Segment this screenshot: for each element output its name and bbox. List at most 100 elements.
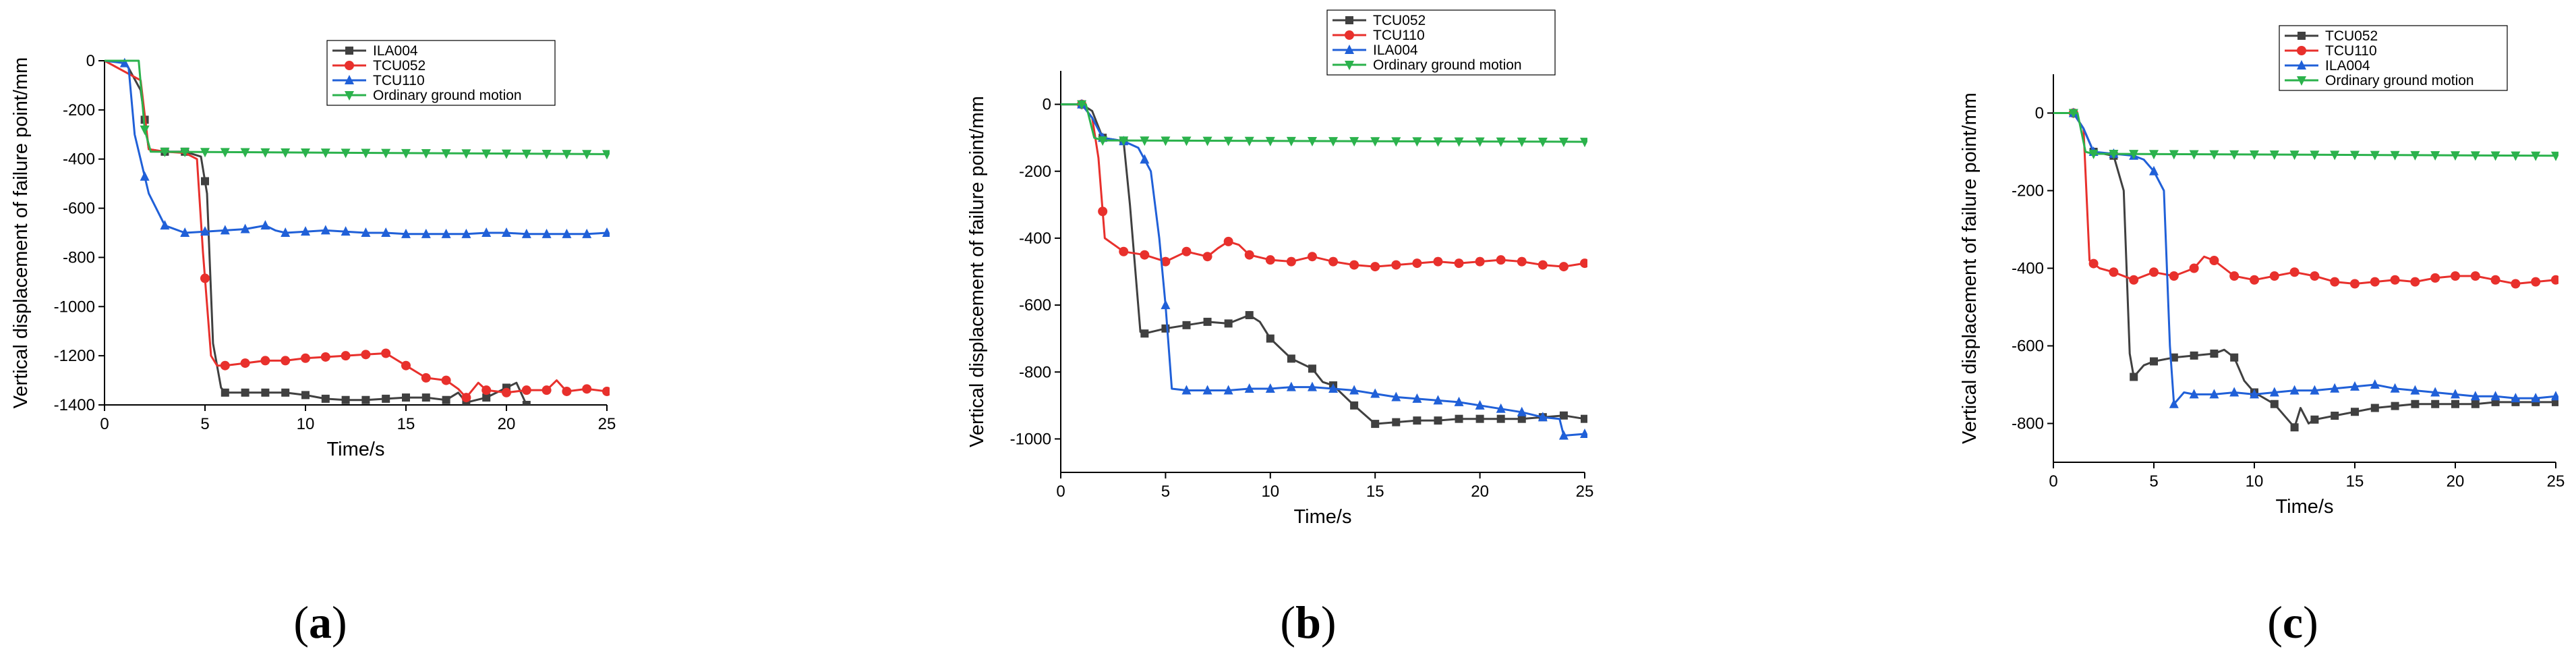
data-point bbox=[1581, 414, 1587, 423]
panel-label-open: ( bbox=[2267, 597, 2283, 648]
y-tick-label: -1000 bbox=[54, 298, 95, 316]
data-point bbox=[2470, 271, 2480, 281]
data-point bbox=[2511, 151, 2521, 161]
legend-entry: ILA004 bbox=[2325, 58, 2370, 74]
panel-label-open: ( bbox=[293, 597, 309, 648]
series-ila004 bbox=[2053, 107, 2558, 408]
data-point bbox=[1475, 256, 1485, 267]
data-point bbox=[1580, 428, 1587, 438]
series-tcu052 bbox=[105, 59, 610, 403]
data-point bbox=[2390, 383, 2400, 393]
series-line bbox=[2053, 112, 2556, 157]
data-point bbox=[1496, 414, 1505, 423]
data-point bbox=[1496, 137, 1506, 147]
data-point bbox=[2511, 279, 2521, 289]
data-point bbox=[2551, 391, 2558, 401]
data-point bbox=[2289, 267, 2300, 277]
data-point bbox=[521, 385, 531, 395]
data-point bbox=[2430, 151, 2440, 161]
data-point bbox=[521, 149, 531, 159]
data-point bbox=[2451, 389, 2460, 399]
data-point bbox=[2511, 393, 2521, 403]
series-ordinary-ground-motion bbox=[105, 59, 610, 160]
data-point bbox=[2269, 150, 2279, 160]
data-point bbox=[1517, 406, 1527, 416]
data-point bbox=[1412, 393, 1422, 403]
data-point bbox=[1223, 236, 1233, 246]
data-point bbox=[1244, 383, 1254, 393]
data-point bbox=[2109, 267, 2119, 277]
x-tick-label: 15 bbox=[397, 415, 415, 433]
series-tcu052 bbox=[2053, 109, 2558, 432]
data-point bbox=[442, 395, 450, 404]
data-point bbox=[441, 228, 451, 238]
data-point bbox=[2210, 350, 2219, 358]
data-point bbox=[1517, 414, 1526, 423]
data-point bbox=[2209, 389, 2219, 399]
data-point bbox=[481, 227, 492, 237]
x-tick-label: 5 bbox=[2149, 472, 2158, 491]
y-tick-label: -800 bbox=[63, 248, 95, 267]
data-point bbox=[1161, 256, 1171, 267]
legend-entry: Ordinary ground motion bbox=[1373, 57, 1522, 73]
data-point bbox=[1475, 414, 1484, 423]
data-point bbox=[1538, 412, 1548, 422]
legend-entry: Ordinary ground motion bbox=[373, 88, 522, 103]
data-point bbox=[200, 226, 210, 236]
data-point bbox=[1202, 136, 1212, 146]
data-point bbox=[1286, 381, 1296, 391]
data-point bbox=[1392, 418, 1401, 427]
data-point bbox=[2430, 273, 2440, 283]
data-point bbox=[2149, 267, 2159, 277]
y-tick-label: -600 bbox=[2012, 337, 2044, 356]
data-point bbox=[1181, 385, 1192, 395]
y-tick-label: -600 bbox=[1019, 296, 1051, 314]
data-point bbox=[301, 226, 310, 236]
data-point bbox=[541, 385, 552, 395]
data-point bbox=[2390, 150, 2400, 161]
data-point bbox=[1077, 100, 1087, 110]
data-point bbox=[2269, 271, 2279, 281]
data-point bbox=[2310, 385, 2320, 395]
x-tick-label: 10 bbox=[2246, 472, 2264, 491]
series-tcu110 bbox=[1061, 99, 1587, 272]
data-point bbox=[2129, 150, 2139, 160]
data-point bbox=[2289, 385, 2300, 395]
data-point bbox=[2490, 275, 2500, 285]
data-point bbox=[461, 393, 471, 403]
series-line bbox=[2053, 112, 2556, 406]
data-point bbox=[1328, 256, 1339, 267]
data-point bbox=[441, 149, 451, 159]
data-point bbox=[1580, 138, 1587, 148]
data-point bbox=[2370, 404, 2379, 412]
data-point bbox=[2250, 275, 2259, 285]
data-point bbox=[421, 393, 430, 402]
data-point bbox=[582, 228, 592, 238]
data-point bbox=[140, 126, 150, 135]
data-point bbox=[361, 148, 371, 159]
data-point bbox=[220, 225, 230, 235]
data-point bbox=[1328, 137, 1339, 147]
data-point bbox=[2331, 412, 2339, 420]
data-point bbox=[1328, 383, 1339, 393]
y-axis-label: Vertical displacement of failure point/m… bbox=[966, 96, 988, 447]
data-point bbox=[1391, 137, 1401, 147]
data-point bbox=[1098, 136, 1108, 146]
data-point bbox=[381, 348, 391, 358]
legend-swatch-marker bbox=[345, 91, 354, 101]
data-point bbox=[421, 228, 431, 238]
data-point bbox=[2490, 391, 2500, 401]
data-point bbox=[320, 352, 330, 362]
data-point bbox=[2470, 391, 2480, 401]
data-point bbox=[281, 356, 291, 366]
data-point bbox=[2531, 393, 2541, 403]
data-point bbox=[1181, 136, 1192, 146]
y-tick-label: -400 bbox=[1019, 229, 1051, 248]
data-point bbox=[361, 227, 371, 237]
data-point bbox=[1413, 416, 1422, 425]
legend-swatch-marker bbox=[2297, 76, 2306, 86]
data-point bbox=[2330, 383, 2340, 393]
data-point bbox=[1349, 260, 1359, 270]
data-point bbox=[2189, 263, 2199, 273]
data-point bbox=[301, 353, 310, 363]
